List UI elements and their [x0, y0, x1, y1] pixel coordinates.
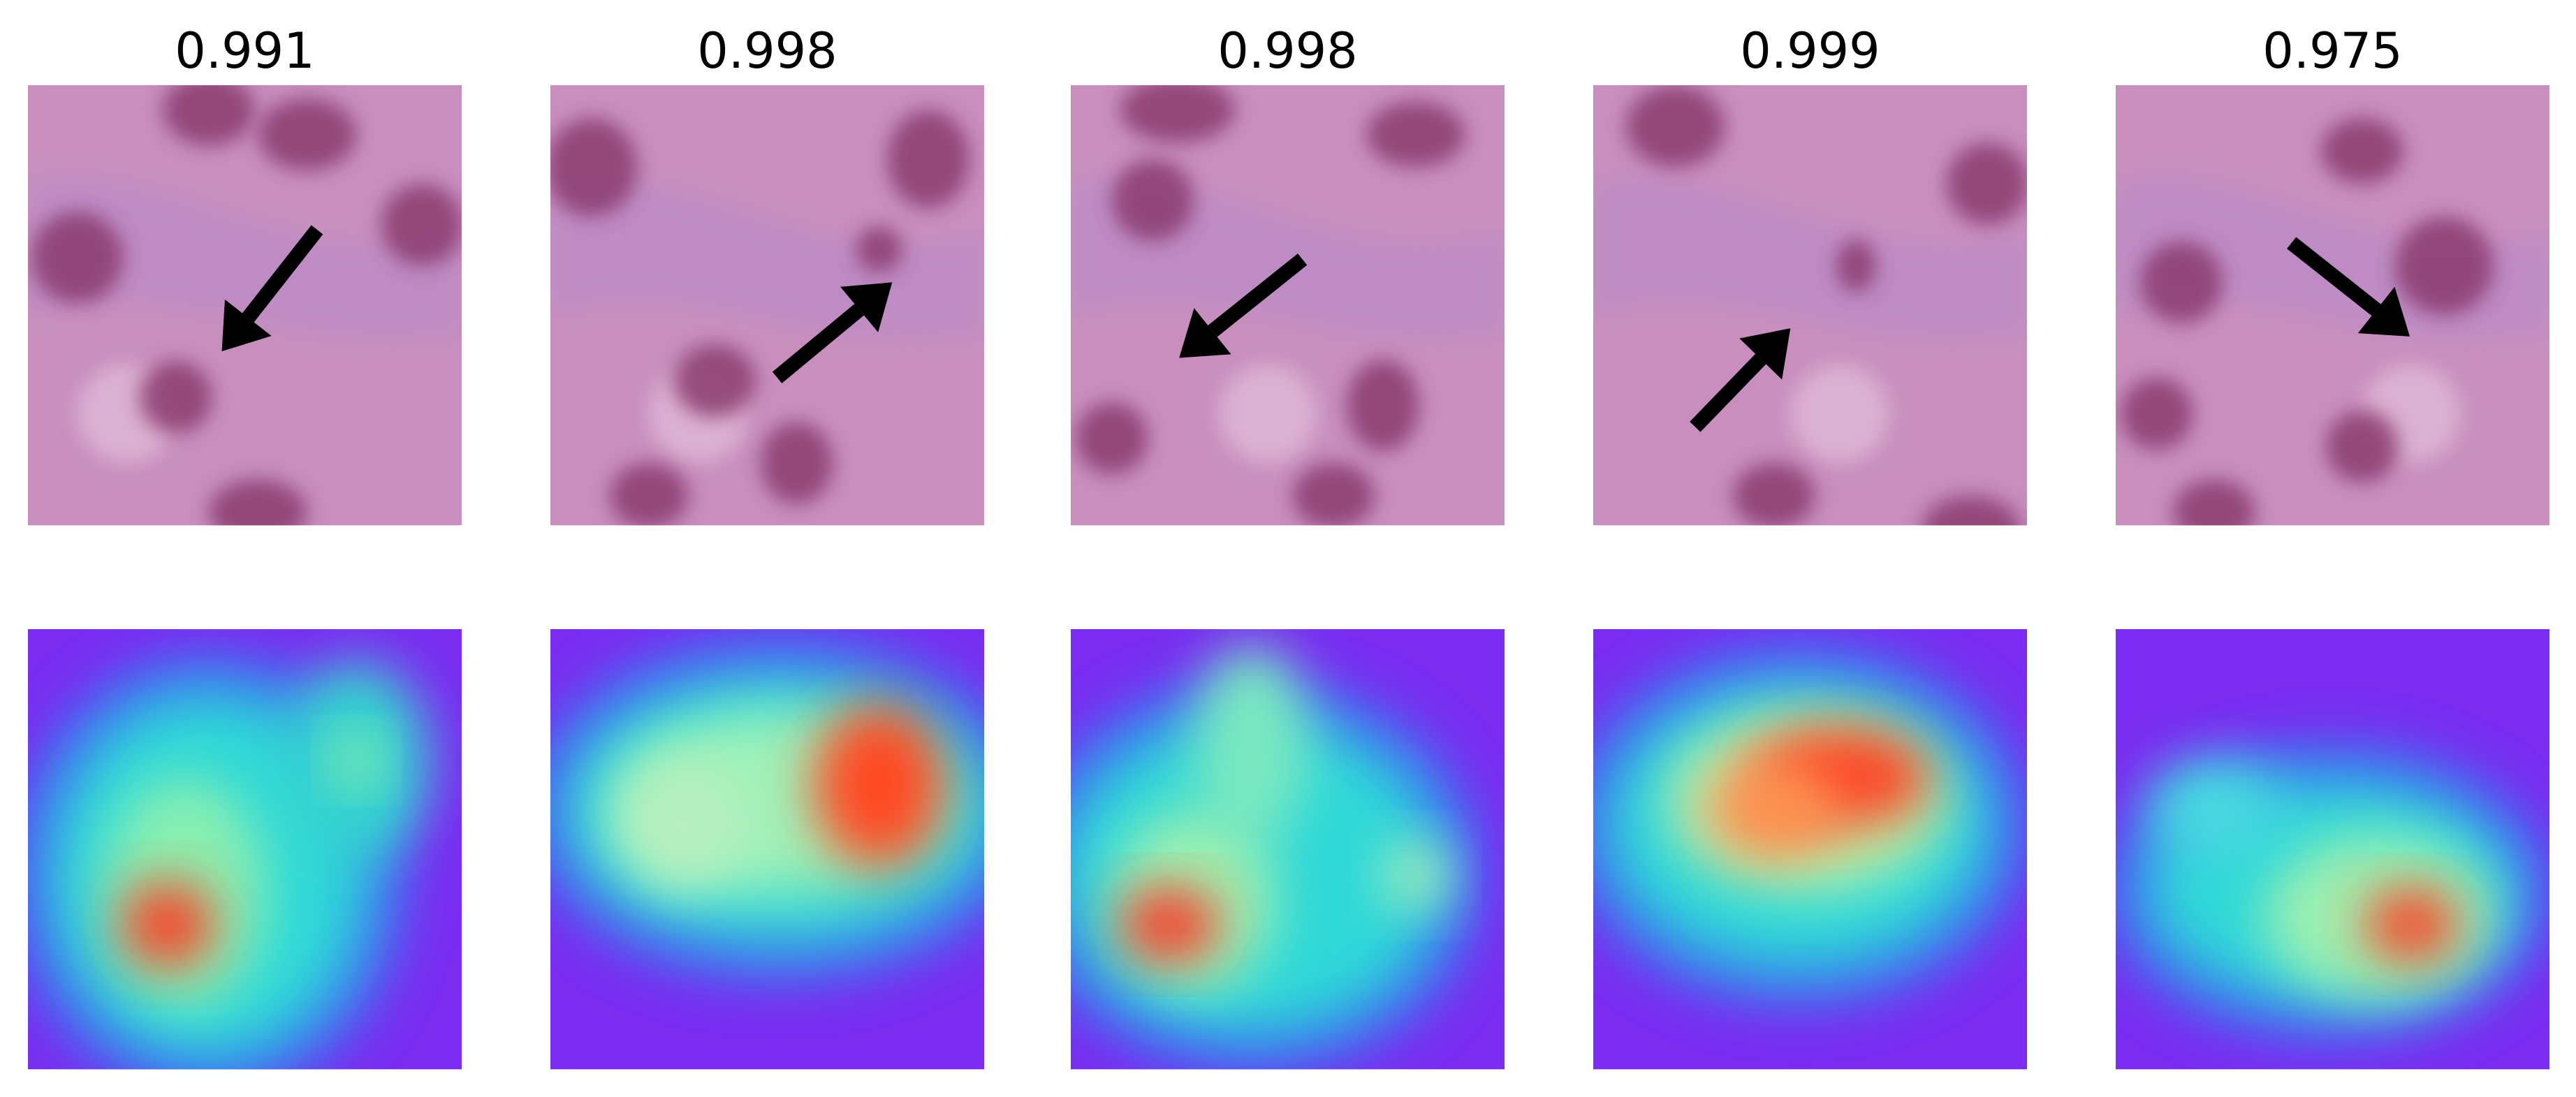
nucleus — [1076, 402, 1148, 475]
arrow-shaft — [1690, 353, 1766, 432]
nucleus — [1626, 85, 1725, 168]
nucleus — [856, 226, 902, 273]
score-title: 0.975 — [2262, 22, 2402, 80]
heat-blob — [333, 737, 380, 784]
arrow-head — [1739, 328, 1791, 380]
nucleus — [1292, 463, 1375, 526]
heat-blob — [122, 882, 214, 968]
arrow-head — [2357, 286, 2410, 337]
histology-image — [550, 85, 984, 526]
histology-image — [2116, 85, 2549, 526]
heatmap — [28, 629, 462, 1070]
nucleus — [1922, 496, 2021, 526]
arrow-shaft — [242, 225, 323, 323]
nucleus — [609, 463, 689, 526]
heatmap — [1071, 629, 1505, 1070]
nucleus — [381, 184, 462, 266]
heat-blob — [1382, 842, 1449, 908]
nucleus — [1347, 359, 1419, 452]
nucleus — [1732, 463, 1815, 526]
heatmap — [2116, 629, 2550, 1070]
heat-blob — [2149, 760, 2281, 860]
score-title: 0.999 — [1740, 22, 1880, 80]
score-title: 0.991 — [175, 22, 314, 80]
arrow-head — [840, 282, 893, 332]
heat-blob — [813, 702, 945, 868]
heat-blob — [1120, 888, 1219, 962]
panel: 0.998 — [550, 22, 985, 1070]
nucleus — [1366, 101, 1465, 168]
nucleus — [2394, 216, 2494, 316]
nucleus — [2321, 118, 2403, 184]
arrow-shaft — [772, 304, 864, 383]
nucleus — [208, 479, 307, 526]
score-title: 0.998 — [1217, 22, 1357, 80]
panel: 0.999 — [1593, 22, 2028, 1070]
nucleus — [1946, 142, 2028, 225]
arrow-head — [221, 299, 272, 352]
heat-blob — [616, 760, 748, 892]
nucleus — [162, 85, 255, 147]
nucleus — [673, 344, 756, 418]
heat-blob — [1194, 645, 1310, 843]
histology-image — [1593, 85, 2028, 526]
nucleus — [2140, 241, 2223, 324]
nucleus — [550, 118, 638, 217]
nucleus — [2326, 410, 2399, 483]
nucleus — [139, 361, 212, 434]
heatmap — [1593, 629, 2028, 1070]
tissue-streak — [1593, 178, 2027, 339]
histology-image — [28, 85, 462, 526]
nucleus — [2173, 479, 2255, 526]
arrow-head — [1179, 308, 1231, 358]
arrow-shaft — [1208, 253, 1308, 337]
nucleus — [2121, 377, 2193, 450]
heatmap — [550, 629, 985, 1070]
nucleus — [887, 110, 969, 209]
nucleus — [1111, 159, 1194, 242]
score-title: 0.998 — [697, 22, 837, 80]
panel: 0.998 — [1071, 22, 1505, 1070]
heat-blob — [2365, 888, 2458, 962]
arrow-shaft — [2287, 237, 2381, 316]
nucleus — [258, 98, 357, 171]
panel: 0.991 — [28, 22, 462, 1070]
tissue-light — [1790, 364, 1889, 464]
tissue-light — [1218, 364, 1317, 464]
nucleus — [761, 422, 833, 504]
nucleus — [1120, 85, 1236, 143]
nucleus — [1836, 240, 1876, 293]
panel: 0.975 — [2116, 22, 2550, 1070]
tissue-streak — [28, 178, 462, 339]
heat-blob — [1708, 760, 1840, 860]
histology-image — [1071, 85, 1505, 526]
nucleus — [31, 212, 124, 304]
